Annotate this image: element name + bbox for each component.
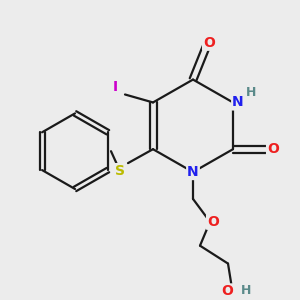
Text: O: O [221, 284, 233, 298]
Text: S: S [115, 164, 125, 178]
Text: H: H [241, 284, 251, 297]
Text: O: O [203, 36, 215, 50]
Text: O: O [207, 215, 219, 229]
Text: N: N [187, 165, 199, 179]
Text: I: I [112, 80, 118, 94]
Text: H: H [246, 86, 256, 99]
Text: N: N [232, 95, 244, 110]
Text: O: O [267, 142, 279, 156]
